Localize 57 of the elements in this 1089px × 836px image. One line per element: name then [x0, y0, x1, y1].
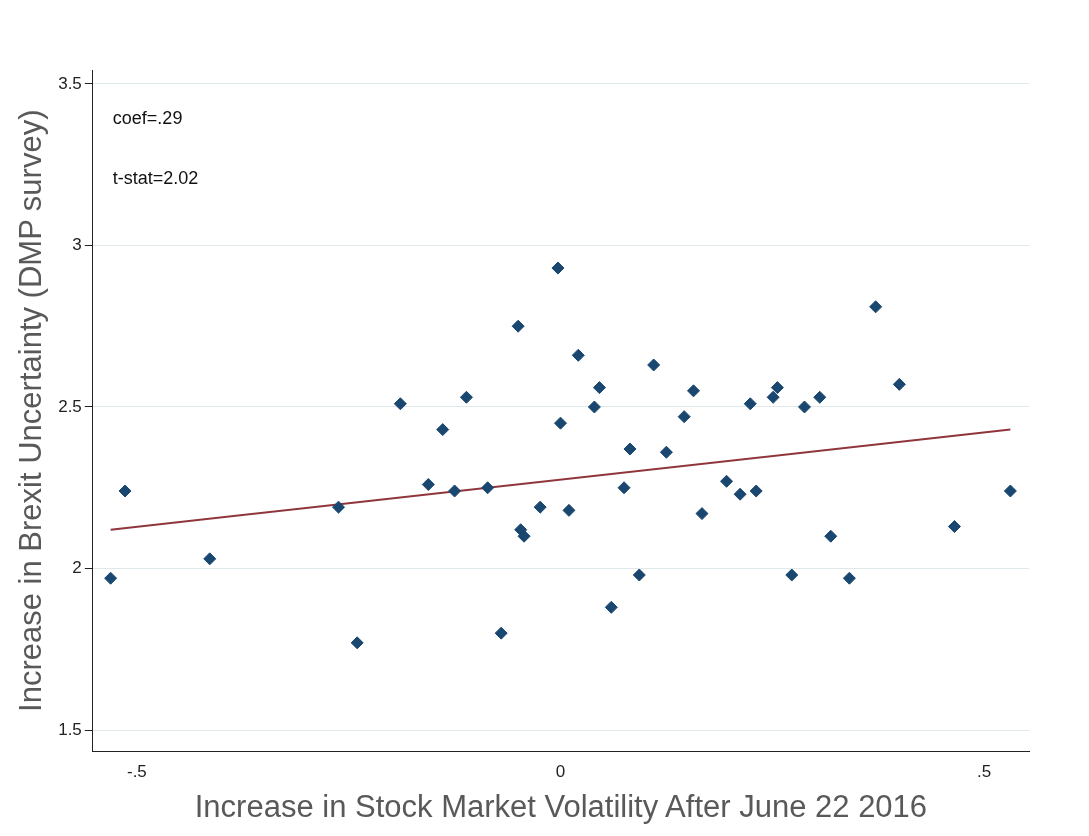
point: [1003, 484, 1017, 498]
x-axis-title: Increase in Stock Market Volatility After June 22 2016: [194, 788, 928, 824]
point: [553, 416, 567, 430]
point: [869, 300, 883, 314]
point: [770, 381, 784, 395]
point: [766, 390, 780, 404]
point: [421, 478, 435, 492]
point: [604, 600, 618, 614]
point: [785, 568, 799, 582]
point: [824, 529, 838, 543]
point: [632, 568, 646, 582]
point: [623, 442, 637, 456]
point: [695, 507, 709, 521]
point: [459, 390, 473, 404]
point: [517, 529, 531, 543]
point: [842, 571, 856, 585]
point: [104, 571, 118, 585]
point: [494, 626, 508, 640]
point: [118, 484, 132, 498]
point: [892, 377, 906, 391]
y-tick-label: 2.5: [58, 396, 82, 416]
point: [720, 474, 734, 488]
point: [813, 390, 827, 404]
point: [533, 500, 547, 514]
point: [733, 487, 747, 501]
point: [511, 319, 525, 333]
x-tick-label: -.5: [126, 762, 147, 782]
point: [571, 348, 585, 362]
point: [743, 397, 757, 411]
point: [481, 481, 495, 495]
y-tick-label: 1.5: [58, 719, 82, 739]
point: [203, 552, 217, 566]
point: [647, 358, 661, 372]
point: [797, 400, 811, 414]
x-tick-label: 0: [555, 762, 566, 782]
point: [436, 423, 450, 437]
point: [350, 636, 364, 650]
y-tick-label: 3: [72, 235, 82, 255]
point: [448, 484, 462, 498]
annotation: coef=.29: [112, 107, 183, 128]
point: [677, 410, 691, 424]
point: [617, 481, 631, 495]
point: [393, 397, 407, 411]
annotation: t-stat=2.02: [112, 167, 199, 188]
point: [749, 484, 763, 498]
y-axis-title: Increase in Brexit Uncertainty (DMP survey): [13, 109, 49, 712]
point: [562, 503, 576, 517]
y-tick-label: 3.5: [58, 73, 82, 93]
point: [332, 500, 346, 514]
point: [947, 520, 961, 534]
point: [551, 261, 565, 275]
point: [659, 445, 673, 459]
x-tick-label: .5: [977, 762, 992, 782]
point: [592, 381, 606, 395]
point: [587, 400, 601, 414]
point: [687, 384, 701, 398]
y-tick-label: 2: [72, 558, 82, 578]
